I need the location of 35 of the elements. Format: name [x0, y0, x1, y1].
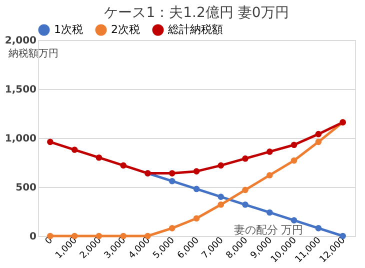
point — [266, 148, 273, 155]
chart-title: ケース1：夫1.2億円 妻0万円 — [104, 5, 289, 21]
point — [242, 155, 248, 162]
y-tick-label: 1,500 — [4, 84, 37, 96]
point — [290, 217, 298, 224]
point — [315, 138, 322, 146]
point — [193, 168, 200, 174]
point — [315, 225, 322, 232]
y-tick-label: 1,000 — [4, 134, 37, 144]
point — [266, 209, 273, 216]
point — [218, 162, 224, 169]
point — [168, 170, 176, 176]
point — [290, 142, 298, 148]
point — [242, 201, 248, 208]
point — [96, 154, 102, 161]
point — [47, 138, 54, 146]
point — [218, 201, 224, 208]
point — [242, 186, 248, 194]
point — [168, 225, 176, 232]
point — [266, 172, 273, 178]
point — [315, 130, 322, 138]
y-tick-label: 2,000 — [4, 36, 37, 46]
point — [120, 162, 127, 169]
point — [218, 194, 224, 200]
point — [193, 186, 200, 192]
point — [193, 215, 200, 222]
legend-label: 2次税 — [111, 23, 140, 36]
x-axis-title: 妻の配分 万円 — [234, 224, 304, 236]
y-tick-label: 500 — [16, 182, 37, 194]
legend-label: 1次税 — [54, 23, 83, 36]
point — [71, 146, 78, 153]
point — [290, 157, 298, 164]
point — [168, 178, 176, 184]
legend-label: 総計納税額 — [167, 23, 223, 36]
y-axis-title: 納税額万円 — [8, 48, 58, 60]
